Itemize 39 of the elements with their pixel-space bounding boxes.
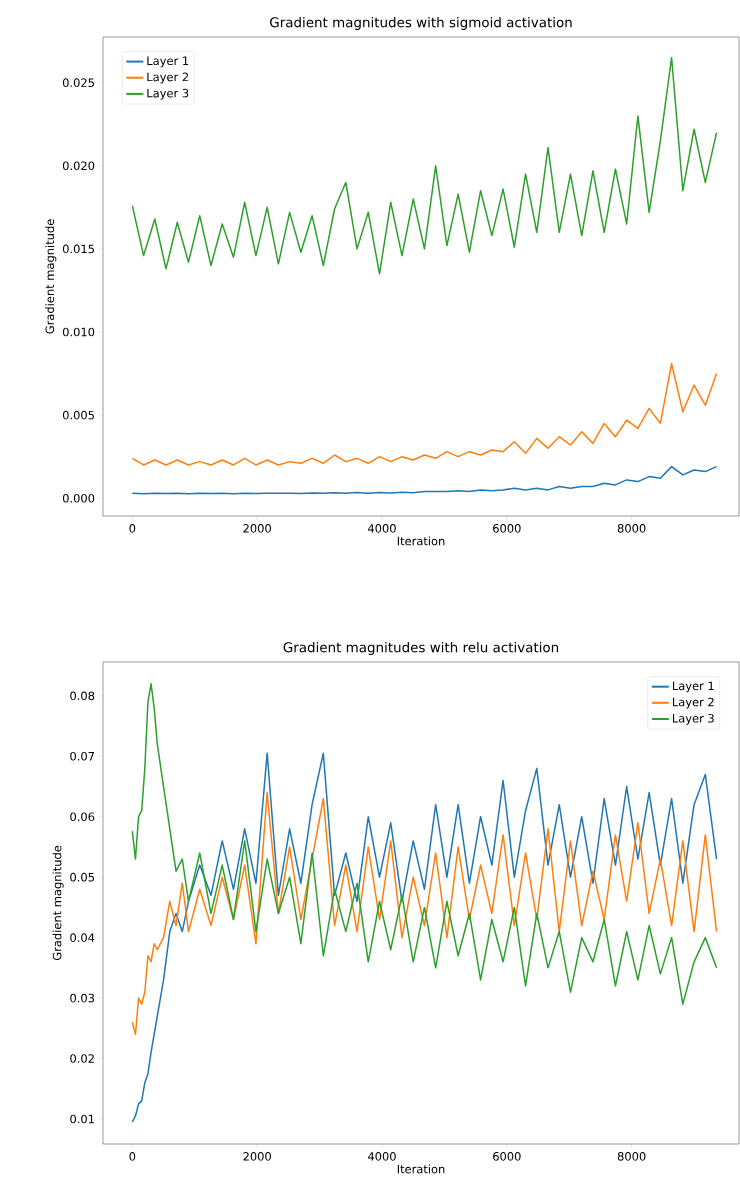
y-tick-label: 0.06 xyxy=(70,812,95,822)
legend-label: Layer 3 xyxy=(672,713,714,725)
y-tick-label: 0.03 xyxy=(70,993,95,1003)
legend-label: Layer 3 xyxy=(147,88,189,100)
legend-label: Layer 1 xyxy=(147,56,189,68)
x-axis-title: Iteration xyxy=(397,1164,445,1174)
x-tick-label: 0 xyxy=(129,1152,136,1161)
y-axis-title: Gradient magnitude xyxy=(52,845,64,961)
chart-title: Gradient magnitudes with sigmoid activation xyxy=(270,16,572,30)
y-tick-label: 0.01 xyxy=(70,1114,94,1124)
legend-label: Layer 2 xyxy=(147,72,188,84)
y-tick-label: 0.02 xyxy=(70,1054,94,1063)
y-tick-label: 0.015 xyxy=(62,244,94,254)
y-axis-title: Gradient magnitude xyxy=(45,219,57,334)
y-tick-label: 0.04 xyxy=(70,933,95,942)
x-tick-label: 0 xyxy=(129,524,136,533)
y-tick-label: 0.025 xyxy=(62,78,94,88)
y-tick-label: 0.05 xyxy=(70,872,94,882)
line-series xyxy=(131,362,718,466)
legend-label: Layer 2 xyxy=(672,697,714,709)
line-series xyxy=(131,57,718,275)
x-tick-label: 6000 xyxy=(493,1152,521,1161)
x-tick-label: 2000 xyxy=(243,524,271,533)
y-tick-label: 0.010 xyxy=(62,327,95,337)
chart-title: Gradient magnitudes with relu activation xyxy=(283,641,559,655)
line-series xyxy=(131,791,718,1036)
x-tick-label: 4000 xyxy=(367,1152,396,1161)
y-tick-label: 0.000 xyxy=(62,493,95,503)
y-tick-label: 0.08 xyxy=(70,691,95,701)
x-tick-label: 8000 xyxy=(617,1152,646,1161)
legend-label: Layer 1 xyxy=(672,681,714,693)
x-tick-label: 2000 xyxy=(243,1152,271,1161)
x-axis-title: Iteration xyxy=(397,536,445,546)
y-tick-label: 0.005 xyxy=(62,410,94,420)
x-tick-label: 6000 xyxy=(493,524,521,533)
y-tick-label: 0.020 xyxy=(62,161,95,171)
y-tick-label: 0.07 xyxy=(70,751,94,761)
x-tick-label: 4000 xyxy=(367,524,396,533)
x-tick-label: 8000 xyxy=(617,524,646,533)
